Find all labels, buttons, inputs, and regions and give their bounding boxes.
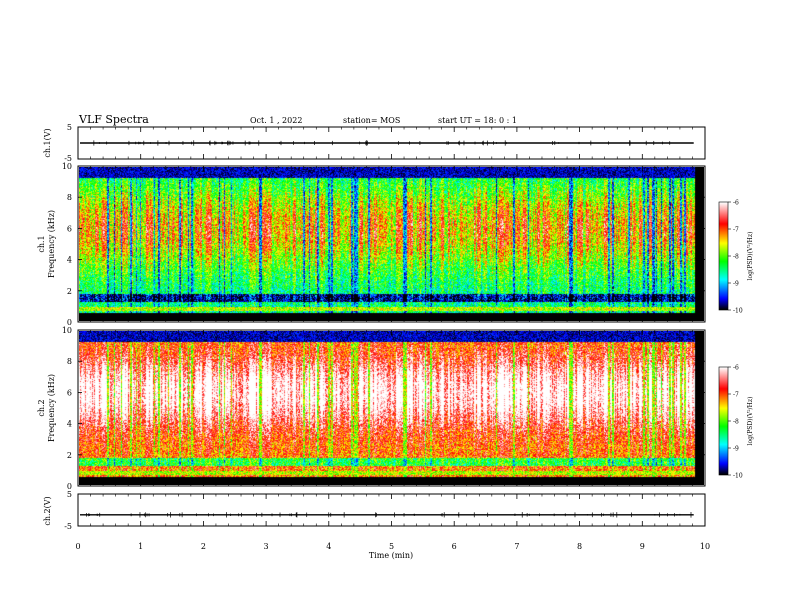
ch2-waveform-panel: 5 -5 ch.2(V) [43, 490, 706, 531]
time-tick-label: 8 [577, 542, 582, 551]
ch1-channel-label: ch.1 [37, 235, 46, 252]
ch1-ytick-bottom: -5 [64, 154, 72, 163]
frequency-tick-label: 2 [67, 287, 72, 296]
frequency-tick-label: 2 [67, 451, 72, 460]
frequency-tick-label: 4 [67, 420, 72, 429]
colorbar-tick-label: -6 [733, 200, 739, 207]
time-tick-label: 9 [640, 542, 645, 551]
ch2-waveform-trace [80, 512, 694, 518]
ch1-waveform-trace [80, 140, 694, 146]
frequency-tick-label: 8 [67, 357, 72, 366]
ch1-ytick-top: 5 [67, 123, 72, 132]
station-label: station= MOS [343, 116, 400, 125]
ch1-frequency-ticks: 0 2 4 6 8 10 [62, 162, 705, 327]
frequency-tick-label: 4 [67, 256, 72, 265]
colorbar-tick-label: -9 [733, 281, 739, 288]
ch2-colorbar-label: log(PSD)(V²/Hz) [747, 397, 754, 446]
ch2-ytick-bottom: -5 [64, 522, 72, 531]
time-tick-label: 1 [138, 542, 143, 551]
time-axis: 0 1 2 3 4 5 6 7 8 9 10 [75, 127, 710, 551]
colorbar-tick-label: -6 [733, 365, 739, 372]
ch2-ytick-top: 5 [67, 490, 72, 499]
ch1-colorbar-label: log(PSD)(V²/Hz) [747, 232, 754, 281]
frequency-tick-label: 10 [62, 162, 72, 171]
ch2-colorbar [719, 367, 728, 475]
ch2-spectrogram-panel: 0 2 4 6 8 10 ch.2 Frequency (kHz) -6 -7 -8 -9 -10… [37, 326, 754, 491]
date-label: Oct. 1 , 2022 [250, 116, 302, 125]
ch2-frequency-axis-label: Frequency (kHz) [47, 374, 56, 442]
colorbar-tick-label: -9 [733, 446, 739, 453]
ch1-colorbar [719, 202, 728, 310]
ch2-colorbar-ticks: -6 -7 -8 -9 -10 [728, 365, 743, 480]
ch1-spectrogram-panel: 0 2 4 6 8 10 ch.1 Frequency (kHz) -6 -7 -8 -9 -10… [37, 162, 754, 327]
frequency-tick-label: 6 [67, 388, 72, 397]
time-tick-label: 3 [264, 542, 269, 551]
ch1-frequency-axis-label: Frequency (kHz) [47, 210, 56, 278]
ch2-spectrogram-image [79, 331, 704, 485]
time-tick-label: 10 [700, 542, 710, 551]
frequency-tick-label: 8 [67, 193, 72, 202]
time-tick-label: 7 [514, 542, 519, 551]
ch1-spectrogram-image [79, 167, 704, 321]
time-tick-label: 0 [75, 542, 80, 551]
start-time-label: start UT = 18: 0 : 1 [438, 116, 517, 125]
colorbar-tick-label: -7 [733, 227, 739, 234]
frequency-tick-label: 0 [67, 318, 72, 327]
colorbar-tick-label: -10 [733, 308, 743, 315]
colorbar-tick-label: -8 [733, 419, 739, 426]
ch2-channel-label: ch.2 [37, 399, 46, 416]
frequency-tick-label: 0 [67, 482, 72, 491]
ch2-waveform-ylabel: ch.2(V) [43, 496, 52, 525]
ch1-waveform-panel: 5 -5 ch.1(V) [43, 123, 706, 163]
time-tick-label: 5 [389, 542, 394, 551]
figure-title: VLF Spectra [78, 113, 149, 126]
time-axis-label: Time (min) [369, 551, 413, 560]
colorbar-tick-label: -7 [733, 392, 739, 399]
ch1-waveform-ylabel: ch.1(V) [43, 128, 52, 157]
time-tick-label: 6 [452, 542, 457, 551]
time-tick-label: 2 [201, 542, 206, 551]
frequency-tick-label: 6 [67, 224, 72, 233]
frequency-tick-label: 10 [62, 326, 72, 335]
time-tick-label: 4 [326, 542, 331, 551]
ch1-colorbar-ticks: -6 -7 -8 -9 -10 [728, 200, 743, 315]
colorbar-tick-label: -8 [733, 254, 739, 261]
colorbar-tick-label: -10 [733, 473, 743, 480]
ch2-frequency-ticks: 0 2 4 6 8 10 [62, 326, 705, 491]
